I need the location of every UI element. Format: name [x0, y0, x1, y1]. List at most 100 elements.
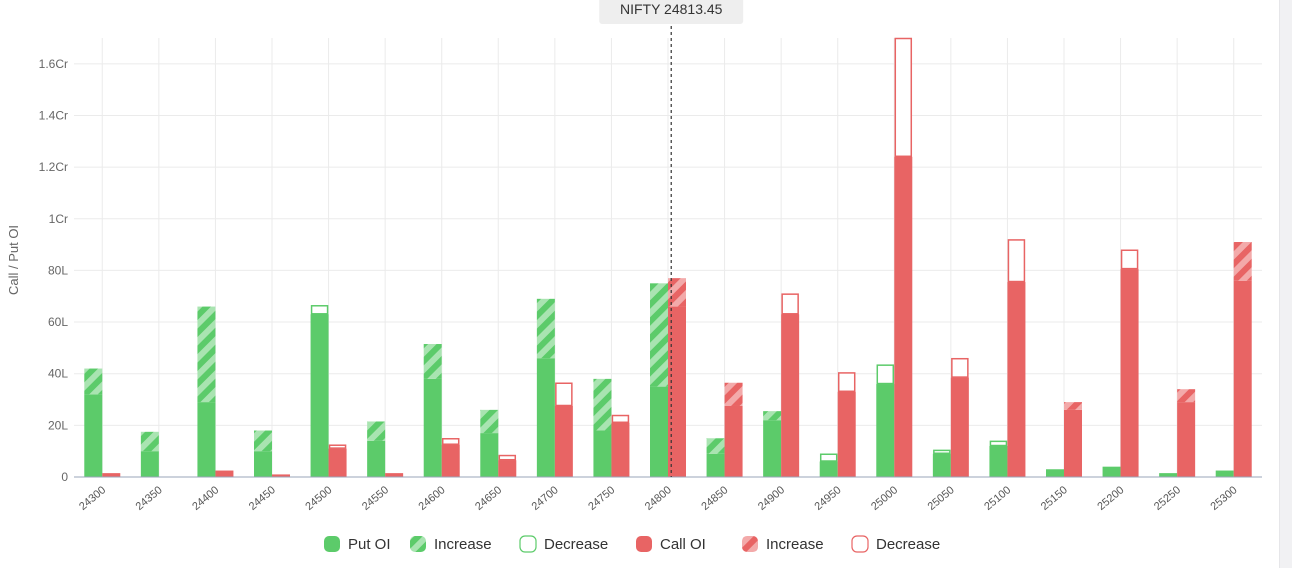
- put-oi-bar[interactable]: [650, 386, 668, 477]
- strike-group-24400: [197, 306, 234, 477]
- call-oi-bar[interactable]: [1177, 402, 1196, 477]
- put-oi-bar[interactable]: [310, 314, 329, 477]
- call-increase-bar[interactable]: [1064, 402, 1082, 410]
- put-increase-bar[interactable]: [197, 306, 216, 403]
- call-oi-bar[interactable]: [498, 460, 517, 477]
- y-tick-label: 40L: [48, 367, 68, 381]
- put-increase-bar[interactable]: [367, 421, 386, 441]
- call-decrease-bar[interactable]: [1007, 239, 1026, 283]
- put-decrease-bar[interactable]: [876, 364, 895, 385]
- legend-item-call-oi-call[interactable]: Call OI: [636, 536, 706, 553]
- put-oi-bar[interactable]: [536, 358, 555, 477]
- call-increase-bar[interactable]: [1233, 242, 1252, 281]
- call-oi-bar[interactable]: [950, 377, 969, 477]
- put-increase-bar[interactable]: [480, 409, 499, 434]
- call-increase-bar[interactable]: [1177, 389, 1196, 403]
- y-tick-label: 20L: [48, 418, 68, 432]
- call-decrease-bar[interactable]: [498, 454, 517, 461]
- put-oi-bar[interactable]: [1046, 469, 1064, 477]
- call-oi-bar[interactable]: [385, 473, 404, 477]
- call-decrease-bar[interactable]: [1120, 249, 1139, 270]
- call-oi-bar[interactable]: [837, 391, 856, 477]
- put-increase-bar[interactable]: [84, 368, 103, 395]
- put-decrease-bar[interactable]: [310, 305, 329, 315]
- legend[interactable]: Put OI Increase Decrease Call OI Increase Dec…: [324, 535, 940, 553]
- put-oi-bar[interactable]: [763, 420, 782, 477]
- legend-item-put-oi-put[interactable]: Put OI: [324, 536, 391, 553]
- put-decrease-bar[interactable]: [933, 449, 951, 455]
- call-oi-bar[interactable]: [328, 448, 347, 477]
- strike-group-24650: [480, 409, 517, 477]
- call-decrease-bar[interactable]: [611, 414, 630, 424]
- legend-swatch: [519, 535, 537, 553]
- x-tick-label: 24900: [756, 484, 787, 513]
- strike-group-24300: [84, 368, 121, 477]
- call-increase-bar[interactable]: [668, 278, 686, 307]
- call-decrease-bar[interactable]: [837, 372, 856, 393]
- put-oi-bar[interactable]: [1102, 466, 1121, 477]
- call-increase-bar[interactable]: [724, 382, 743, 406]
- legend-item-decrease-call[interactable]: Decrease: [851, 535, 940, 553]
- call-oi-bar[interactable]: [1233, 280, 1252, 477]
- legend-item-increase-call[interactable]: Increase: [742, 536, 824, 553]
- put-increase-bar[interactable]: [140, 431, 159, 452]
- put-oi-bar[interactable]: [254, 451, 272, 477]
- x-tick-label: 24850: [699, 484, 730, 513]
- put-increase-bar[interactable]: [423, 344, 442, 379]
- strike-group-24700: [536, 298, 573, 477]
- legend-item-decrease-put[interactable]: Decrease: [519, 535, 608, 553]
- put-oi-bar[interactable]: [197, 402, 216, 477]
- put-increase-bar[interactable]: [254, 430, 272, 452]
- y-tick-label: 80L: [48, 263, 68, 277]
- call-oi-bar[interactable]: [554, 405, 573, 477]
- call-decrease-bar[interactable]: [951, 357, 969, 378]
- call-oi-bar[interactable]: [724, 405, 743, 477]
- x-tick-label: 24500: [303, 484, 334, 513]
- bars: [84, 37, 1252, 477]
- call-decrease-bar[interactable]: [441, 438, 460, 445]
- legend-label: Increase: [766, 536, 824, 553]
- y-tick-label: 1.4Cr: [39, 108, 68, 122]
- call-oi-bar[interactable]: [781, 314, 800, 477]
- put-decrease-bar[interactable]: [989, 440, 1008, 447]
- put-increase-bar[interactable]: [763, 411, 782, 421]
- call-oi-bar[interactable]: [441, 444, 460, 477]
- call-oi-bar[interactable]: [668, 306, 686, 477]
- x-tick-label: 25050: [926, 484, 957, 513]
- call-oi-bar[interactable]: [894, 156, 913, 477]
- put-oi-bar[interactable]: [706, 453, 725, 477]
- call-oi-bar[interactable]: [1064, 409, 1082, 477]
- call-oi-bar[interactable]: [272, 474, 290, 477]
- put-oi-bar[interactable]: [367, 440, 386, 477]
- call-oi-bar[interactable]: [215, 470, 234, 477]
- call-oi-bar[interactable]: [102, 473, 121, 477]
- call-oi-bar[interactable]: [1007, 282, 1026, 477]
- call-decrease-bar[interactable]: [781, 293, 799, 315]
- put-oi-bar[interactable]: [140, 451, 159, 477]
- call-decrease-bar[interactable]: [555, 382, 573, 407]
- legend-item-increase-put[interactable]: Increase: [410, 536, 492, 553]
- put-oi-bar[interactable]: [593, 430, 612, 477]
- put-increase-bar[interactable]: [593, 378, 612, 431]
- put-oi-bar[interactable]: [1159, 473, 1178, 477]
- put-decrease-bar[interactable]: [819, 453, 838, 462]
- put-increase-bar[interactable]: [650, 283, 668, 387]
- put-oi-bar[interactable]: [876, 384, 895, 477]
- page-scrollbar[interactable]: [1279, 0, 1292, 568]
- strike-group-24900: [763, 293, 800, 477]
- put-oi-bar[interactable]: [989, 446, 1008, 477]
- put-oi-bar[interactable]: [1215, 470, 1234, 477]
- put-increase-bar[interactable]: [706, 438, 725, 454]
- strike-group-25200: [1102, 249, 1139, 477]
- put-oi-bar[interactable]: [932, 453, 951, 477]
- put-oi-bar[interactable]: [84, 394, 103, 477]
- call-oi-bar[interactable]: [1120, 269, 1139, 477]
- put-increase-bar[interactable]: [536, 298, 555, 359]
- call-decrease-bar[interactable]: [328, 444, 347, 449]
- put-oi-bar[interactable]: [480, 433, 499, 477]
- put-oi-bar[interactable]: [423, 378, 442, 477]
- put-oi-bar[interactable]: [819, 461, 838, 477]
- call-oi-bar[interactable]: [611, 422, 630, 477]
- x-tick-label: 25300: [1208, 484, 1239, 513]
- call-decrease-bar[interactable]: [894, 37, 913, 158]
